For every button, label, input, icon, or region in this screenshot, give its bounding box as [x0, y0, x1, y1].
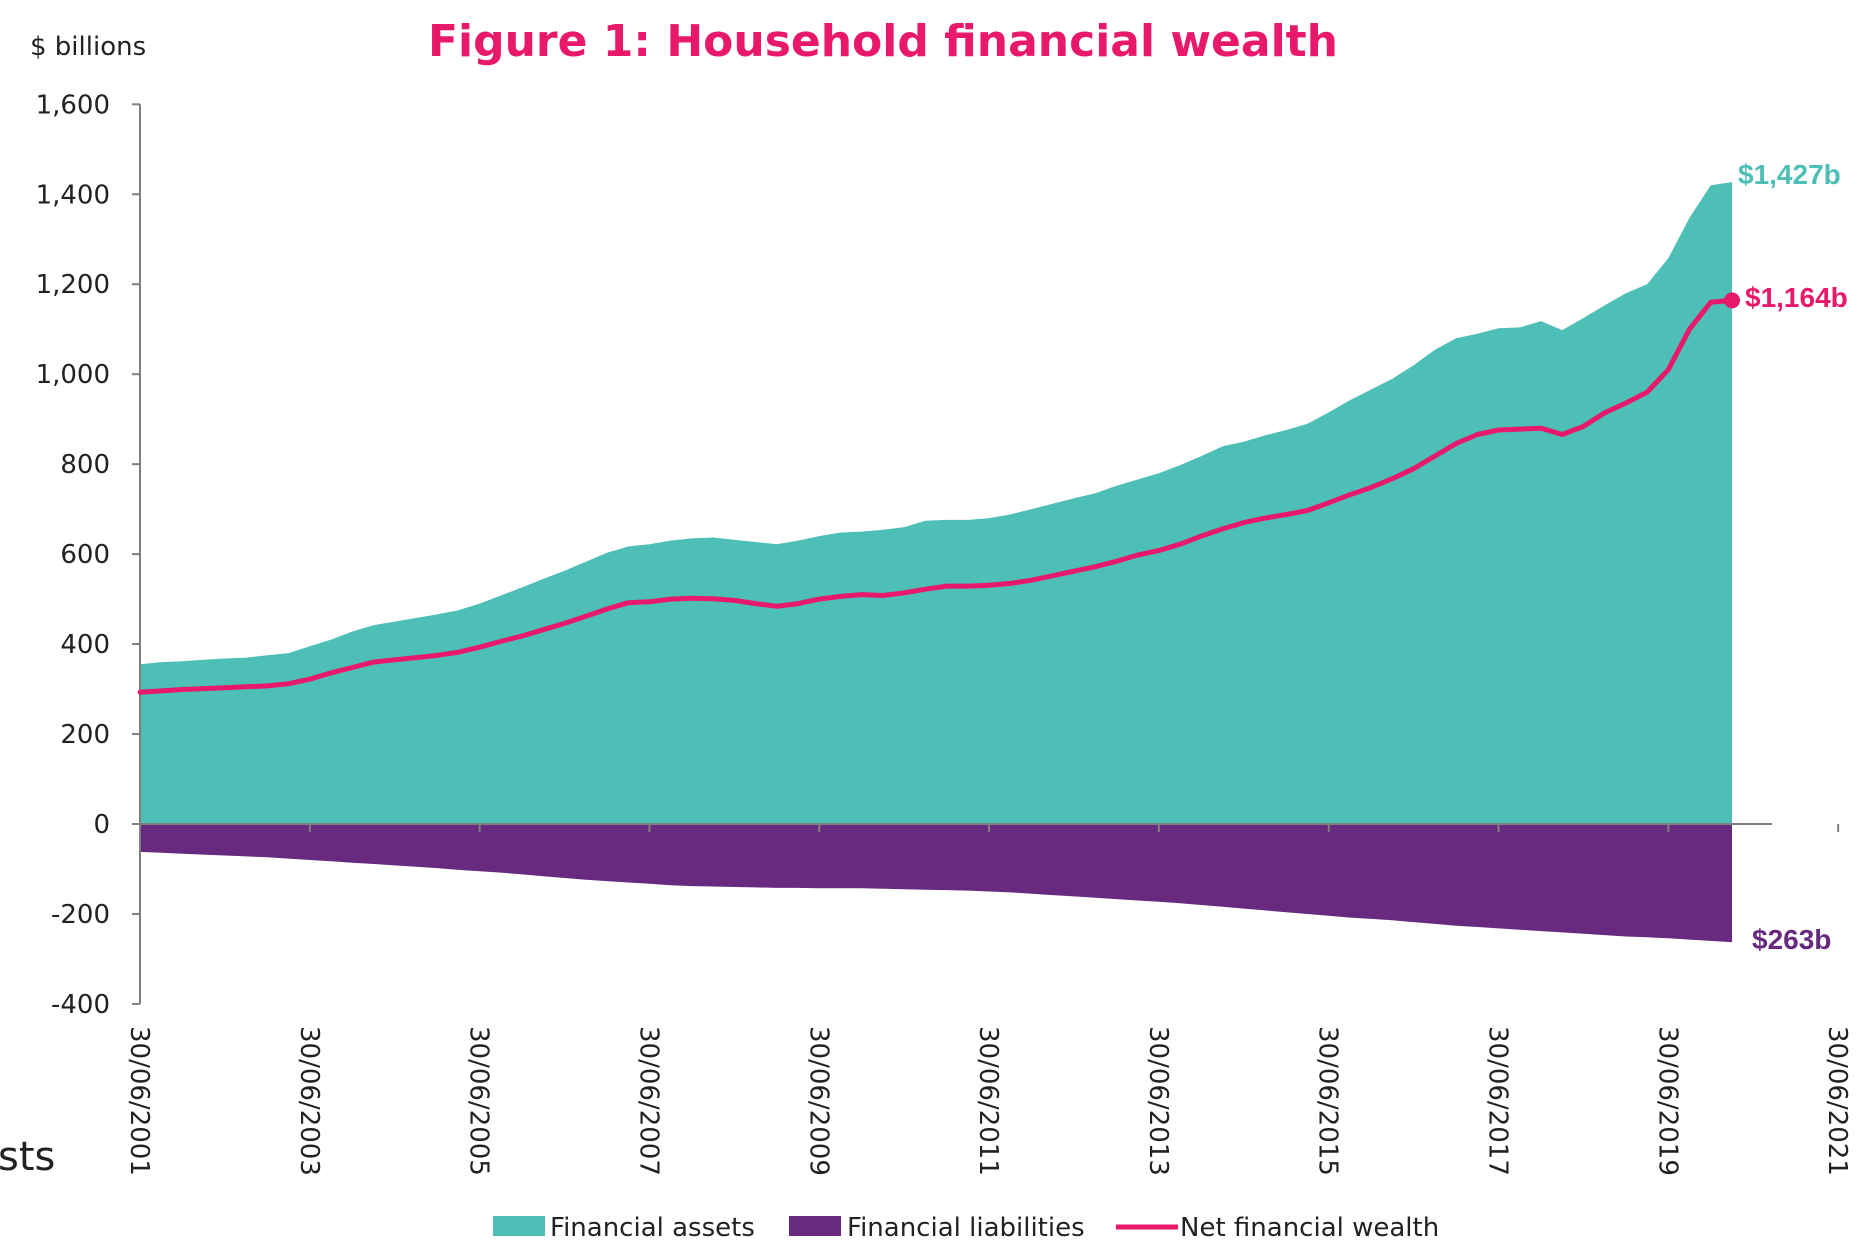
y-tick-label: 200 — [60, 720, 110, 750]
legend-label-financial-assets: Financial assets — [550, 1213, 755, 1243]
x-tick-label: 30/06/2009 — [803, 1026, 833, 1176]
y-tick-label: 400 — [60, 630, 110, 660]
x-tick-label: 30/06/2005 — [464, 1026, 494, 1176]
legend: Financial assets Financial liabilities N… — [493, 1213, 1439, 1243]
end-label-financial-liabilities: $263b — [1752, 924, 1831, 955]
y-axis-unit-label: $ billions — [30, 32, 146, 62]
y-tick-label: -400 — [51, 990, 110, 1020]
y-tick-label: 1,000 — [36, 360, 110, 390]
legend-swatch-financial-liabilities — [789, 1216, 841, 1236]
y-tick-label: 600 — [60, 540, 110, 570]
x-tick-label: 30/06/2011 — [973, 1026, 1003, 1176]
y-tick-label: 1,600 — [36, 90, 110, 120]
x-tick-label: 30/06/2015 — [1313, 1026, 1343, 1176]
financial-assets-area — [140, 182, 1732, 825]
x-tick-label: 30/06/2003 — [294, 1026, 324, 1176]
y-tick-label: 1,400 — [36, 180, 110, 210]
y-tick-label: -200 — [51, 900, 110, 930]
x-tick-label: 30/06/2001 — [124, 1026, 154, 1176]
x-axis-ticks: 30/06/2001 30/06/2003 30/06/2005 30/06/2007… — [124, 824, 1852, 1176]
cropped-text-fragment: sts — [0, 1134, 55, 1180]
x-tick-label: 30/06/2017 — [1483, 1026, 1513, 1176]
legend-label-net-financial-wealth: Net financial wealth — [1180, 1213, 1439, 1243]
financial-liabilities-area — [140, 824, 1732, 943]
end-label-net-financial-wealth: $1,164b — [1745, 282, 1848, 313]
x-tick-label: 30/06/2007 — [633, 1026, 663, 1176]
net-financial-wealth-line — [137, 297, 1735, 695]
net-financial-wealth-end-marker — [1724, 292, 1740, 309]
plot-areas — [140, 182, 1732, 943]
y-tick-label: 1,200 — [36, 270, 110, 300]
x-tick-label: 30/06/2021 — [1822, 1026, 1852, 1176]
legend-label-financial-liabilities: Financial liabilities — [847, 1213, 1085, 1243]
chart-title: Figure 1: Household financial wealth — [428, 16, 1338, 67]
y-tick-label: 800 — [60, 450, 110, 480]
end-label-financial-assets: $1,427b — [1738, 159, 1841, 190]
end-value-labels: $1,427b $1,164b $263b — [1738, 159, 1848, 955]
y-tick-label: 0 — [93, 810, 110, 840]
y-axis-ticks: 1,600 1,400 1,200 1,000 800 600 400 200 0 -200 -40… — [36, 90, 140, 1020]
legend-swatch-financial-assets — [493, 1216, 545, 1236]
x-tick-label: 30/06/2013 — [1143, 1026, 1173, 1176]
x-tick-label: 30/06/2019 — [1652, 1026, 1682, 1176]
